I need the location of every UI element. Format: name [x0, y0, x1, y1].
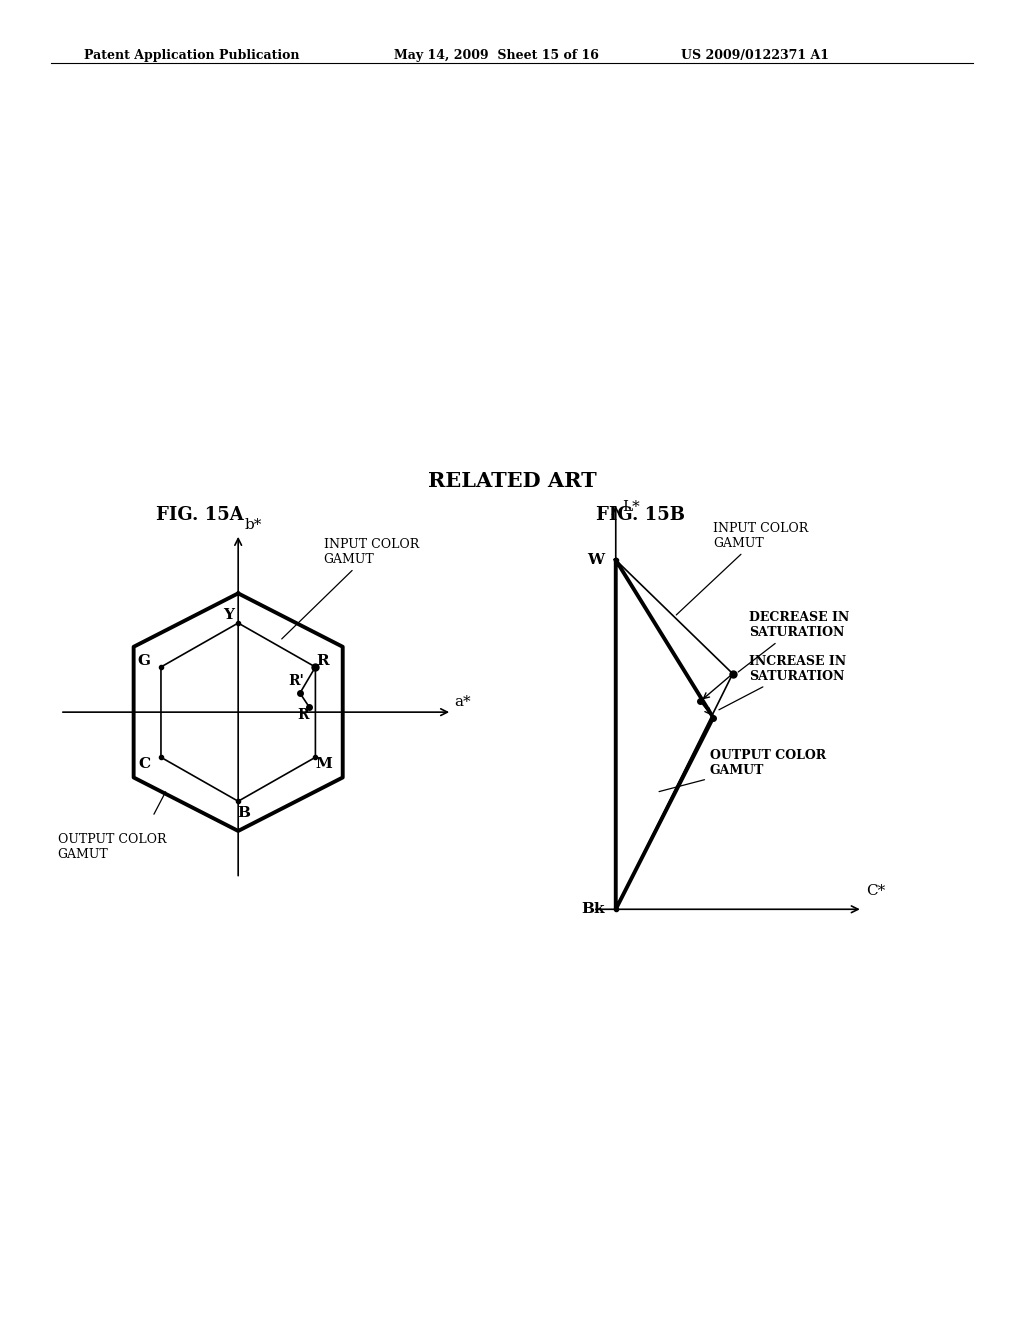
Text: B: B	[238, 807, 251, 820]
Text: W: W	[587, 553, 604, 568]
Text: R: R	[316, 653, 329, 668]
Text: INCREASE IN
SATURATION: INCREASE IN SATURATION	[719, 655, 846, 710]
Text: Patent Application Publication: Patent Application Publication	[84, 49, 299, 62]
Text: INPUT COLOR
GAMUT: INPUT COLOR GAMUT	[282, 537, 419, 639]
Text: b*: b*	[244, 517, 261, 532]
Text: DECREASE IN
SATURATION: DECREASE IN SATURATION	[738, 611, 849, 672]
Text: R: R	[298, 709, 309, 722]
Text: Y: Y	[223, 607, 234, 622]
Text: FIG. 15A: FIG. 15A	[156, 506, 244, 524]
Text: INPUT COLOR
GAMUT: INPUT COLOR GAMUT	[676, 521, 809, 615]
Text: OUTPUT COLOR
GAMUT: OUTPUT COLOR GAMUT	[57, 833, 166, 862]
Text: OUTPUT COLOR
GAMUT: OUTPUT COLOR GAMUT	[659, 748, 826, 792]
Text: Bk: Bk	[581, 903, 604, 916]
Text: RELATED ART: RELATED ART	[428, 471, 596, 491]
Text: C: C	[138, 758, 151, 771]
Text: May 14, 2009  Sheet 15 of 16: May 14, 2009 Sheet 15 of 16	[394, 49, 599, 62]
Text: L*: L*	[623, 500, 640, 513]
Text: R': R'	[288, 673, 304, 688]
Text: G: G	[138, 653, 151, 668]
Text: US 2009/0122371 A1: US 2009/0122371 A1	[681, 49, 829, 62]
Text: a*: a*	[455, 694, 471, 709]
Text: M: M	[315, 758, 332, 771]
Text: C*: C*	[866, 884, 885, 898]
Text: FIG. 15B: FIG. 15B	[596, 506, 684, 524]
